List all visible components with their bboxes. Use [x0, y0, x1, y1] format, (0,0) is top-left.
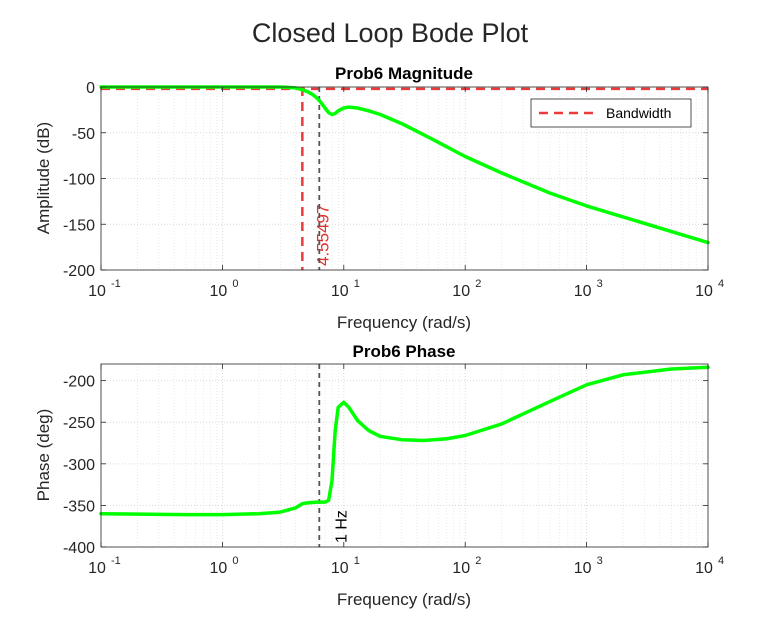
- phase-xtick-exponent: 2: [475, 555, 481, 567]
- figure-title: Closed Loop Bode Plot: [252, 18, 529, 48]
- phase-curve: [99, 365, 710, 517]
- phase-xtick-exponent: 1: [354, 555, 360, 567]
- magnitude-reference-lines: 4.55497: [101, 87, 708, 270]
- legend-bandwidth-label: Bandwidth: [606, 105, 671, 121]
- phase-ytick-label: -300: [63, 457, 95, 474]
- phase-xtick-exponent: -1: [111, 555, 121, 567]
- phase-xlabel: Frequency (rad/s): [337, 590, 471, 609]
- phase-axes-box: [100, 363, 709, 548]
- phase-xtick-label: 10: [452, 560, 470, 577]
- magnitude-xlabel: Frequency (rad/s): [337, 313, 471, 332]
- magnitude-xtick-exponent: 2: [475, 278, 481, 290]
- magnitude-plot: Prob6 Magnitude 4.55497 10 -1 10 0 10 1 10 2 10 3…: [34, 64, 724, 332]
- phase-xtick-exponent: 4: [718, 555, 724, 567]
- magnitude-ytick-label: 0: [86, 80, 95, 97]
- magnitude-ylabel: Amplitude (dB): [34, 122, 53, 234]
- magnitude-ytick-label: -100: [63, 172, 95, 189]
- magnitude-xtick-label: 10: [210, 283, 228, 300]
- phase-xtick-exponent: 0: [232, 555, 238, 567]
- phase-ytick-label: -200: [63, 374, 95, 391]
- phase-xtick-label: 10: [331, 560, 349, 577]
- magnitude-ticks: 10 -1 10 0 10 1 10 2 10 3 10 4 0 -50 -100 -150 -200: [63, 80, 724, 300]
- phase-xtick-exponent: 3: [597, 555, 603, 567]
- magnitude-xtick-label: 10: [574, 283, 592, 300]
- phase-xtick-label: 10: [574, 560, 592, 577]
- legend: Bandwidth: [530, 98, 692, 128]
- phase-ytick-label: -350: [63, 498, 95, 515]
- magnitude-xtick-label: 10: [452, 283, 470, 300]
- magnitude-xtick-exponent: -1: [111, 278, 121, 290]
- magnitude-xtick-exponent: 4: [718, 278, 724, 290]
- magnitude-title: Prob6 Magnitude: [335, 64, 473, 83]
- phase-grid: [100, 364, 709, 548]
- phase-xtick-label: 10: [695, 560, 713, 577]
- magnitude-xtick-exponent: 1: [354, 278, 360, 290]
- magnitude-xtick-exponent: 3: [597, 278, 603, 290]
- magnitude-vline-label: 4.55497: [313, 205, 332, 266]
- magnitude-xtick-label: 10: [88, 283, 106, 300]
- magnitude-xtick-label: 10: [695, 283, 713, 300]
- phase-reference-lines: 1 Hz: [318, 364, 350, 547]
- magnitude-ytick-label: -50: [72, 126, 95, 143]
- magnitude-xtick-exponent: 0: [232, 278, 238, 290]
- phase-xtick-label: 10: [88, 560, 106, 577]
- phase-ytick-label: -250: [63, 415, 95, 432]
- phase-xtick-label: 10: [210, 560, 228, 577]
- magnitude-xtick-label: 10: [331, 283, 349, 300]
- phase-ticks: 10 -1 10 0 10 1 10 2 10 3 10 4 -200 -250 -300 -350 -400: [63, 364, 724, 577]
- phase-plot: Prob6 Phase 1 Hz 10 -1 10 0 10 1 10 2 10 3 10 4 -200…: [34, 342, 724, 609]
- magnitude-ytick-label: -150: [63, 217, 95, 234]
- phase-ylabel: Phase (deg): [34, 409, 53, 502]
- phase-vline-label: 1 Hz: [333, 510, 350, 543]
- phase-ytick-label: -400: [63, 540, 95, 557]
- phase-title: Prob6 Phase: [353, 342, 456, 361]
- magnitude-ytick-label: -200: [63, 263, 95, 280]
